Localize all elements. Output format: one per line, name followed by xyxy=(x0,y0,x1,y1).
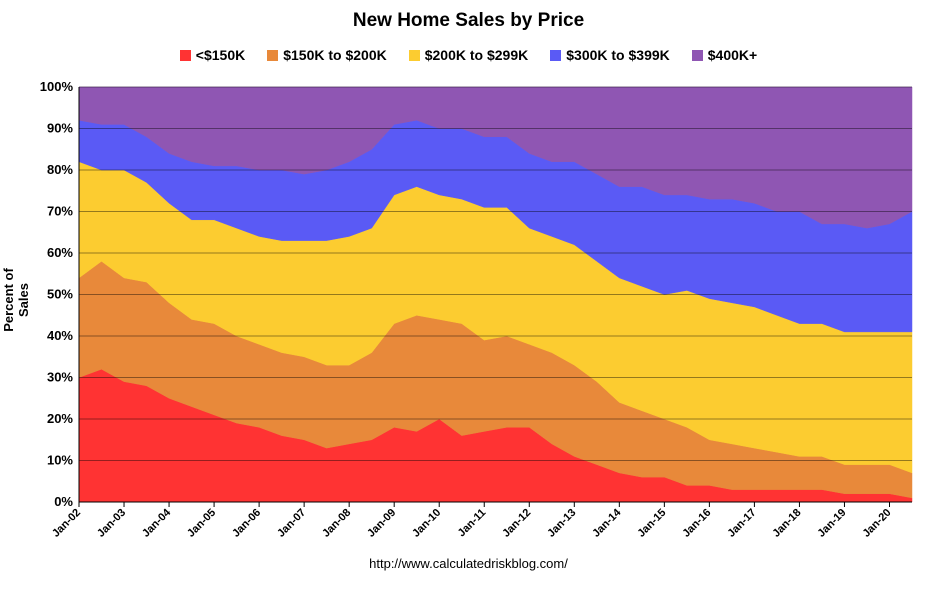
legend-swatch xyxy=(408,49,420,61)
x-tick-label: Jan-18 xyxy=(770,507,803,540)
x-tick-label: Jan-17 xyxy=(725,507,758,540)
legend-label: $300K to $399K xyxy=(566,47,670,63)
source-url: http://www.calculatedriskblog.com/ xyxy=(369,556,568,571)
y-tick-label: 20% xyxy=(47,411,73,426)
legend-swatch xyxy=(691,49,703,61)
y-tick-label: 10% xyxy=(47,453,73,468)
x-tick-label: Jan-13 xyxy=(545,507,578,540)
legend-swatch xyxy=(550,49,562,61)
legend-swatch xyxy=(267,49,279,61)
x-tick-label: Jan-10 xyxy=(410,507,443,540)
y-tick-label: 100% xyxy=(40,79,74,94)
legend-swatch xyxy=(179,49,191,61)
legend-label: <$150K xyxy=(195,47,246,63)
legend-item: $200K to $299K xyxy=(408,47,529,63)
x-tick-label: Jan-02 xyxy=(50,507,83,540)
x-tick-label: Jan-05 xyxy=(185,507,218,540)
y-tick-label: 40% xyxy=(47,328,73,343)
legend-item: $400K+ xyxy=(691,47,758,63)
x-tick-label: Jan-12 xyxy=(500,507,533,540)
x-tick-label: Jan-19 xyxy=(815,507,848,540)
x-tick-label: Jan-09 xyxy=(365,507,398,540)
chart-title: New Home Sales by Price xyxy=(352,10,585,31)
legend-item: $300K to $399K xyxy=(550,47,670,63)
x-tick-label: Jan-06 xyxy=(230,507,263,540)
x-tick-label: Jan-14 xyxy=(590,506,624,540)
x-tick-label: Jan-03 xyxy=(95,507,128,540)
legend-label: $200K to $299K xyxy=(424,47,529,63)
y-tick-label: 60% xyxy=(47,245,73,260)
y-tick-label: 30% xyxy=(47,370,73,385)
legend-item: $150K to $200K xyxy=(267,47,387,63)
x-tick-label: Jan-07 xyxy=(275,507,308,540)
x-tick-label: Jan-16 xyxy=(680,507,713,540)
y-tick-label: 90% xyxy=(47,121,73,136)
legend: <$150K $150K to $200K $200K to $299K $300K … xyxy=(0,47,937,63)
x-tick-label: Jan-20 xyxy=(860,507,893,540)
y-tick-label: 80% xyxy=(47,162,73,177)
legend-label: $400K+ xyxy=(707,47,758,63)
y-tick-label: 0% xyxy=(54,494,73,509)
y-tick-label: 70% xyxy=(47,204,73,219)
x-tick-label: Jan-08 xyxy=(320,507,353,540)
legend-label: $150K to $200K xyxy=(283,47,387,63)
x-tick-label: Jan-11 xyxy=(456,507,489,540)
x-tick-label: Jan-04 xyxy=(140,506,174,540)
legend-item: <$150K xyxy=(179,47,246,63)
x-tick-label: Jan-15 xyxy=(635,507,668,540)
y-tick-label: 50% xyxy=(47,287,73,302)
